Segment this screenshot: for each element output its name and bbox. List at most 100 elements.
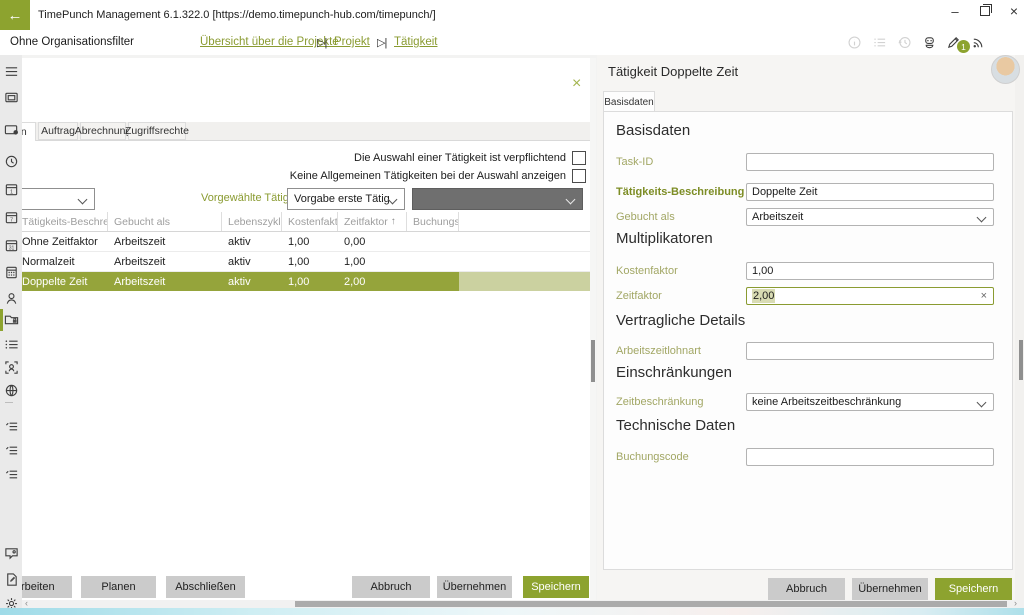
list-icon[interactable] (4, 337, 19, 352)
organisation-filter-label[interactable]: Ohne Organisationsfilter (10, 36, 135, 48)
detail-vertical-scrollbar[interactable] (1015, 55, 1024, 608)
history-icon (894, 32, 914, 52)
save-button[interactable]: Speichern (935, 578, 1012, 600)
navigation-sidebar: 1 7 31 (0, 55, 22, 609)
task-id-field[interactable] (746, 153, 994, 171)
close-window-button[interactable]: × (1009, 3, 1019, 19)
person-capture-icon[interactable] (4, 360, 19, 375)
svg-text:31: 31 (9, 245, 15, 251)
zeitfaktor-label: Zeitfaktor (616, 290, 662, 302)
beschreibung-field[interactable] (746, 183, 994, 201)
clock-icon[interactable] (4, 154, 19, 169)
edit-pencil-icon[interactable] (943, 32, 963, 52)
gebucht-als-combobox[interactable]: Arbeitszeit (746, 208, 994, 226)
app-toolbar: Ohne Organisationsfilter Übersicht über … (0, 30, 1024, 84)
document-edit-icon[interactable] (4, 572, 19, 587)
project-link[interactable]: Projekt (334, 36, 370, 48)
kostenfaktor-field[interactable] (746, 262, 994, 280)
assistant-icon[interactable] (919, 32, 939, 52)
maximize-button[interactable] (971, 0, 999, 22)
list-tag-icon[interactable] (4, 467, 19, 482)
sort-ascending-icon: ↑ (390, 216, 396, 227)
calculator-icon[interactable] (4, 265, 19, 280)
table-row[interactable]: Normalzeit Arbeitszeit aktiv 1,00 1,00 (16, 252, 590, 272)
no-general-checkbox[interactable] (572, 169, 586, 183)
col-kostenfaktor[interactable]: Kostenfaktor (282, 212, 338, 231)
sidebar-divider (5, 402, 13, 403)
col-filler (459, 212, 590, 231)
minimize-button[interactable]: – (951, 3, 959, 19)
back-arrow-icon: ← (7, 6, 23, 24)
project-lock-icon[interactable] (4, 312, 19, 327)
detail-panel-title: Tätigkeit Doppelte Zeit (608, 64, 739, 79)
restore-icon (980, 4, 992, 16)
arbeitszeitlohnart-field[interactable] (746, 342, 994, 360)
tab-basisdaten[interactable]: Basisdaten (603, 91, 655, 112)
tab-auftrag[interactable]: Auftrag (38, 122, 78, 140)
buchungscode-field[interactable] (746, 448, 994, 466)
col-lebenszyklus[interactable]: Lebenszyklus (222, 212, 282, 231)
main-vertical-scrollbar[interactable] (590, 58, 596, 600)
plan-button[interactable]: Planen (81, 576, 156, 598)
calendar-week-icon[interactable]: 7 (4, 210, 19, 225)
calendar-month-icon[interactable]: 31 (4, 238, 19, 253)
overview-projects-link[interactable]: Übersicht über die Projekte (200, 36, 339, 48)
activity-filter-combobox[interactable] (0, 188, 95, 210)
scrollbar-thumb[interactable] (295, 601, 1007, 607)
activity-link[interactable]: Tätigkeit (394, 36, 438, 48)
chat-person-icon[interactable] (4, 546, 19, 561)
complete-button[interactable]: Abschließen (166, 576, 245, 598)
list-tag-icon[interactable] (4, 443, 19, 458)
disabled-combobox (412, 188, 583, 210)
col-gebucht-als[interactable]: Gebucht als (108, 212, 222, 231)
col-beschreibung[interactable]: Tätigkeits-Beschreibung (16, 212, 108, 231)
apply-button[interactable]: Übernehmen (852, 578, 928, 600)
back-button[interactable]: ← (0, 0, 30, 30)
person-icon[interactable] (4, 291, 19, 306)
save-button[interactable]: Speichern (523, 576, 589, 598)
option-row-no-general: Keine Allgemeinen Tätigkeiten bei der Au… (22, 169, 586, 183)
table-row-selected[interactable]: Doppelte Zeit Arbeitszeit aktiv 1,00 2,0… (16, 272, 590, 291)
timecard-icon[interactable] (4, 122, 19, 137)
close-icon[interactable]: × (572, 75, 582, 92)
desktop-edge (0, 608, 1024, 615)
scrollbar-thumb[interactable] (1019, 340, 1023, 380)
calendar-day-icon[interactable]: 1 (4, 182, 19, 197)
section-einschraenkungen: Einschränkungen (616, 364, 732, 381)
menu-icon[interactable] (4, 64, 19, 79)
dashboard-icon[interactable] (4, 90, 19, 105)
cancel-button[interactable]: Abbruch (352, 576, 430, 598)
section-vertragliche-details: Vertragliche Details (616, 312, 746, 329)
preselect-combobox[interactable]: Vorgabe erste Tätigkeit (287, 188, 405, 210)
horizontal-scrollbar[interactable]: ‹ › (22, 598, 1024, 608)
zeitfaktor-field[interactable]: 2,00 × (746, 287, 994, 305)
cancel-button[interactable]: Abbruch (768, 578, 845, 600)
zeitbeschraenkung-combobox[interactable]: keine Arbeitszeitbeschränkung (746, 393, 994, 411)
kostenfaktor-label: Kostenfaktor (616, 265, 678, 277)
activity-detail-panel: Tätigkeit Doppelte Zeit × Basisdaten Bas… (597, 55, 1015, 608)
section-basisdaten: Basisdaten (616, 122, 691, 139)
gebucht-als-label: Gebucht als (616, 211, 675, 223)
feed-icon[interactable] (968, 32, 988, 52)
tab-abrechnung[interactable]: Abrechnung (75, 122, 131, 140)
selected-indicator (0, 309, 3, 331)
window-title: TimePunch Management 6.1.322.0 [https://… (38, 9, 436, 21)
apply-button[interactable]: Übernehmen (437, 576, 512, 598)
scrollbar-thumb[interactable] (591, 340, 595, 382)
table-row[interactable]: Ohne Zeitfaktor Arbeitszeit aktiv 1,00 0… (16, 232, 590, 252)
mandatory-checkbox[interactable] (572, 151, 586, 165)
chevron-down-icon (387, 194, 398, 204)
list-tag-icon[interactable] (4, 419, 19, 434)
detail-form-card: Basisdaten Task-ID Tätigkeits-Beschreibu… (603, 111, 1013, 570)
col-buchungscode[interactable]: Buchungscode (407, 212, 459, 231)
user-avatar[interactable] (991, 55, 1020, 84)
tab-zugriffsrechte[interactable]: Zugriffsrechte (125, 122, 189, 140)
col-zeitfaktor[interactable]: Zeitfaktor ↑ (338, 212, 407, 231)
globe-icon[interactable] (4, 383, 19, 398)
scroll-left-icon[interactable]: ‹ (25, 598, 28, 608)
task-id-label: Task-ID (616, 156, 654, 168)
info-icon (844, 32, 864, 52)
clear-icon[interactable]: × (980, 290, 987, 302)
scroll-right-icon[interactable]: › (1014, 598, 1017, 608)
zeitbeschraenkung-label: Zeitbeschränkung (616, 396, 704, 408)
